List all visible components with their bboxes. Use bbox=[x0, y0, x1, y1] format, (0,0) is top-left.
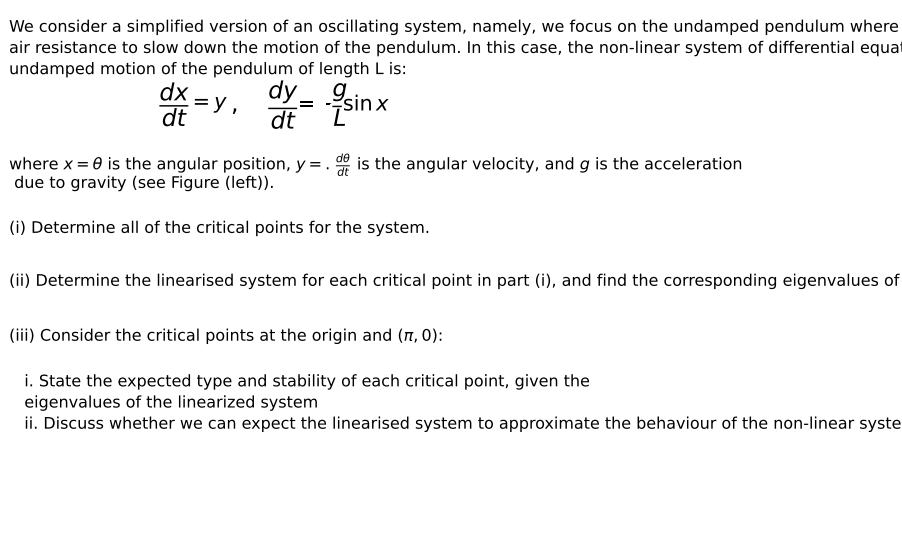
Text: $\sin x$: $\sin x$ bbox=[343, 95, 391, 114]
Text: ii. Discuss whether we can expect the linearised system to approximate the behav: ii. Discuss whether we can expect the li… bbox=[9, 417, 902, 432]
Text: (ii) Determine the linearised system for each critical point in part (i), and fi: (ii) Determine the linearised system for… bbox=[9, 274, 902, 289]
Text: where $x = \theta$ is the angular position, $y =.\, \frac{d\theta}{dt}$ is the a: where $x = \theta$ is the angular positi… bbox=[9, 152, 743, 178]
Text: $,$: $,$ bbox=[231, 92, 238, 117]
Text: i. State the expected type and stability of each critical point, given the: i. State the expected type and stability… bbox=[9, 374, 593, 389]
Text: due to gravity (see Figure (left)).: due to gravity (see Figure (left)). bbox=[9, 176, 276, 191]
Text: $= -$: $= -$ bbox=[294, 95, 341, 114]
Text: (iii) Consider the critical points at the origin and $(\pi, 0)$:: (iii) Consider the critical points at th… bbox=[9, 326, 444, 346]
Text: undamped motion of the pendulum of length L is:: undamped motion of the pendulum of lengt… bbox=[9, 62, 410, 77]
Text: $\dfrac{dx}{dt}$: $\dfrac{dx}{dt}$ bbox=[160, 80, 190, 129]
Text: We consider a simplified version of an oscillating system, namely, we focus on t: We consider a simplified version of an o… bbox=[9, 20, 902, 35]
Text: air resistance to slow down the motion of the pendulum. In this case, the non-li: air resistance to slow down the motion o… bbox=[9, 41, 902, 56]
Text: $\dfrac{dy}{dt}$: $\dfrac{dy}{dt}$ bbox=[268, 77, 299, 132]
Text: $= y$: $= y$ bbox=[189, 95, 228, 114]
Text: eigenvalues of the linearized system: eigenvalues of the linearized system bbox=[9, 396, 320, 410]
Text: $\dfrac{g}{L}$: $\dfrac{g}{L}$ bbox=[332, 80, 349, 129]
Text: (i) Determine all of the critical points for the system.: (i) Determine all of the critical points… bbox=[9, 221, 432, 236]
